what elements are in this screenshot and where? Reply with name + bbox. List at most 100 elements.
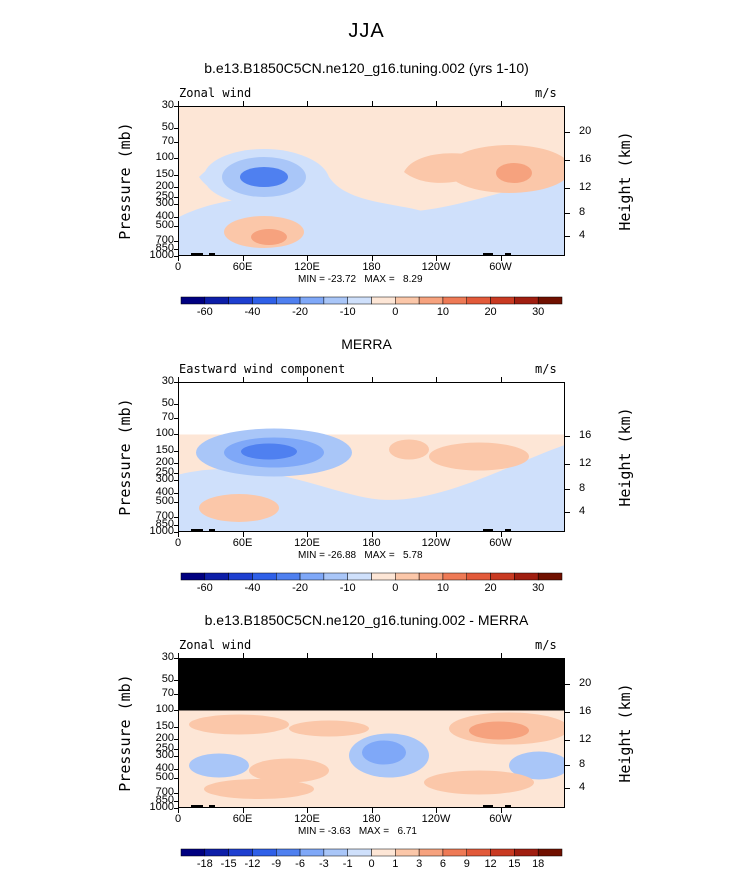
pressure-tick-label: 50: [161, 120, 174, 133]
colorbar-swatch: [371, 296, 396, 305]
pressure-tick-mark: [174, 792, 178, 794]
x-tick-label: 0: [174, 537, 182, 549]
pressure-tick-mark: [174, 418, 178, 420]
colorbar-label: 20: [484, 582, 497, 594]
colorbar-label: -40: [244, 582, 261, 594]
x-tick-mark: [242, 532, 244, 537]
colorbar-swatch: [395, 848, 420, 857]
colorbar-swatch: [252, 296, 277, 305]
x-tick-label: 180: [362, 261, 381, 273]
positive-low-level: [204, 779, 314, 799]
pressure-tick-mark: [174, 709, 178, 711]
y-axis-title: Pressure (mb): [116, 674, 134, 792]
pressure-tick-label: 850: [155, 518, 174, 531]
x-tick-mark: [307, 101, 308, 106]
colorbar-label: 30: [532, 306, 545, 318]
x-tick-mark: [242, 377, 244, 382]
topography-mask: [483, 253, 493, 255]
height-tick-mark: [565, 160, 570, 161]
colorbar-label: -20: [292, 582, 309, 594]
x-tick-mark: [307, 808, 308, 813]
colorbar-label: -9: [271, 858, 282, 870]
pressure-tick-mark: [174, 174, 178, 176]
pressure-tick-mark: [174, 187, 178, 189]
plot-area: [178, 658, 565, 808]
negative-patch-2: [509, 751, 564, 780]
colorbar-swatch: [490, 296, 515, 305]
x-tick-mark: [178, 653, 179, 658]
pressure-tick-mark: [174, 525, 178, 527]
low-level-westerly-core: [251, 229, 287, 245]
colorbar-label: 0: [392, 306, 399, 318]
min-max-label: MIN = -3.63 MAX = 6.71: [298, 826, 417, 837]
x-tick-mark: [436, 377, 437, 382]
topography-mask: [191, 253, 203, 255]
pressure-tick-mark: [174, 726, 178, 728]
colorbar-swatch: [371, 848, 396, 857]
pressure-tick-label: 150: [155, 443, 174, 456]
pressure-tick-label: 250: [155, 189, 174, 202]
colorbar-swatch: [180, 848, 206, 857]
pressure-tick-mark: [174, 694, 178, 696]
pressure-tick-label: 200: [155, 180, 174, 193]
pressure-tick-mark: [174, 679, 178, 681]
colorbar-swatch: [180, 572, 206, 581]
y2-axis-title: Height (km): [616, 683, 634, 783]
height-tick-mark: [565, 765, 570, 766]
colorbar-swatch: [347, 296, 372, 305]
y2-axis-title: Height (km): [616, 131, 634, 231]
height-tick-label: 8: [579, 206, 586, 218]
pressure-tick-mark: [174, 502, 178, 504]
height-tick-label: 20: [579, 677, 592, 689]
pressure-tick-label: 30: [161, 375, 174, 387]
colorbar-swatch: [490, 848, 515, 857]
colorbar-label: -6: [295, 858, 305, 870]
x-tick-mark: [242, 808, 244, 813]
panel-title: b.e13.B1850C5CN.ne120_g16.tuning.002 (yr…: [204, 60, 529, 76]
colorbar-swatch: [276, 572, 301, 581]
x-tick-mark: [178, 532, 179, 537]
pressure-tick-mark: [174, 256, 178, 257]
positive-band-2: [289, 720, 369, 737]
colorbar-swatch: [180, 296, 206, 305]
plot-variable-label: Zonal wind: [179, 86, 252, 100]
x-tick-label: 180: [362, 537, 381, 549]
units-label: m/s: [535, 638, 557, 652]
colorbar-swatch: [466, 572, 491, 581]
x-tick-mark: [371, 532, 373, 537]
topography-mask: [191, 805, 203, 807]
colorbar-swatch: [228, 572, 253, 581]
height-tick-mark: [565, 188, 570, 189]
pressure-tick-mark: [174, 748, 178, 750]
colorbar-swatch: [276, 848, 301, 857]
x-tick-mark: [371, 256, 373, 261]
pressure-tick-mark: [174, 106, 178, 107]
x-tick-label: 60W: [489, 537, 512, 549]
x-tick-mark: [436, 532, 437, 537]
topography-mask: [483, 805, 493, 807]
topography-mask: [191, 529, 203, 531]
x-tick-mark: [500, 653, 502, 658]
x-tick-mark: [242, 653, 244, 658]
pressure-tick-mark: [174, 739, 178, 741]
colorbar-swatch: [514, 572, 539, 581]
x-tick-label: 120E: [294, 261, 320, 273]
topography-mask: [505, 805, 511, 807]
topography-mask: [209, 805, 215, 807]
colorbar-swatch: [514, 296, 539, 305]
main-title: JJA: [348, 20, 385, 42]
colorbar-label: 3: [416, 858, 423, 870]
x-tick-label: 60W: [489, 813, 512, 825]
pressure-tick-mark: [174, 196, 178, 198]
colorbar-label: 30: [532, 582, 545, 594]
pressure-tick-label: 100: [155, 426, 174, 439]
height-tick-label: 4: [579, 505, 586, 517]
height-tick-label: 12: [579, 457, 592, 469]
colorbar: [180, 296, 563, 305]
topography-mask: [209, 529, 215, 531]
colorbar-label: -60: [196, 306, 213, 318]
pressure-tick-mark: [174, 463, 178, 465]
colorbar-swatch: [466, 848, 491, 857]
height-tick-mark: [565, 512, 570, 513]
westerly-patch: [389, 439, 429, 460]
